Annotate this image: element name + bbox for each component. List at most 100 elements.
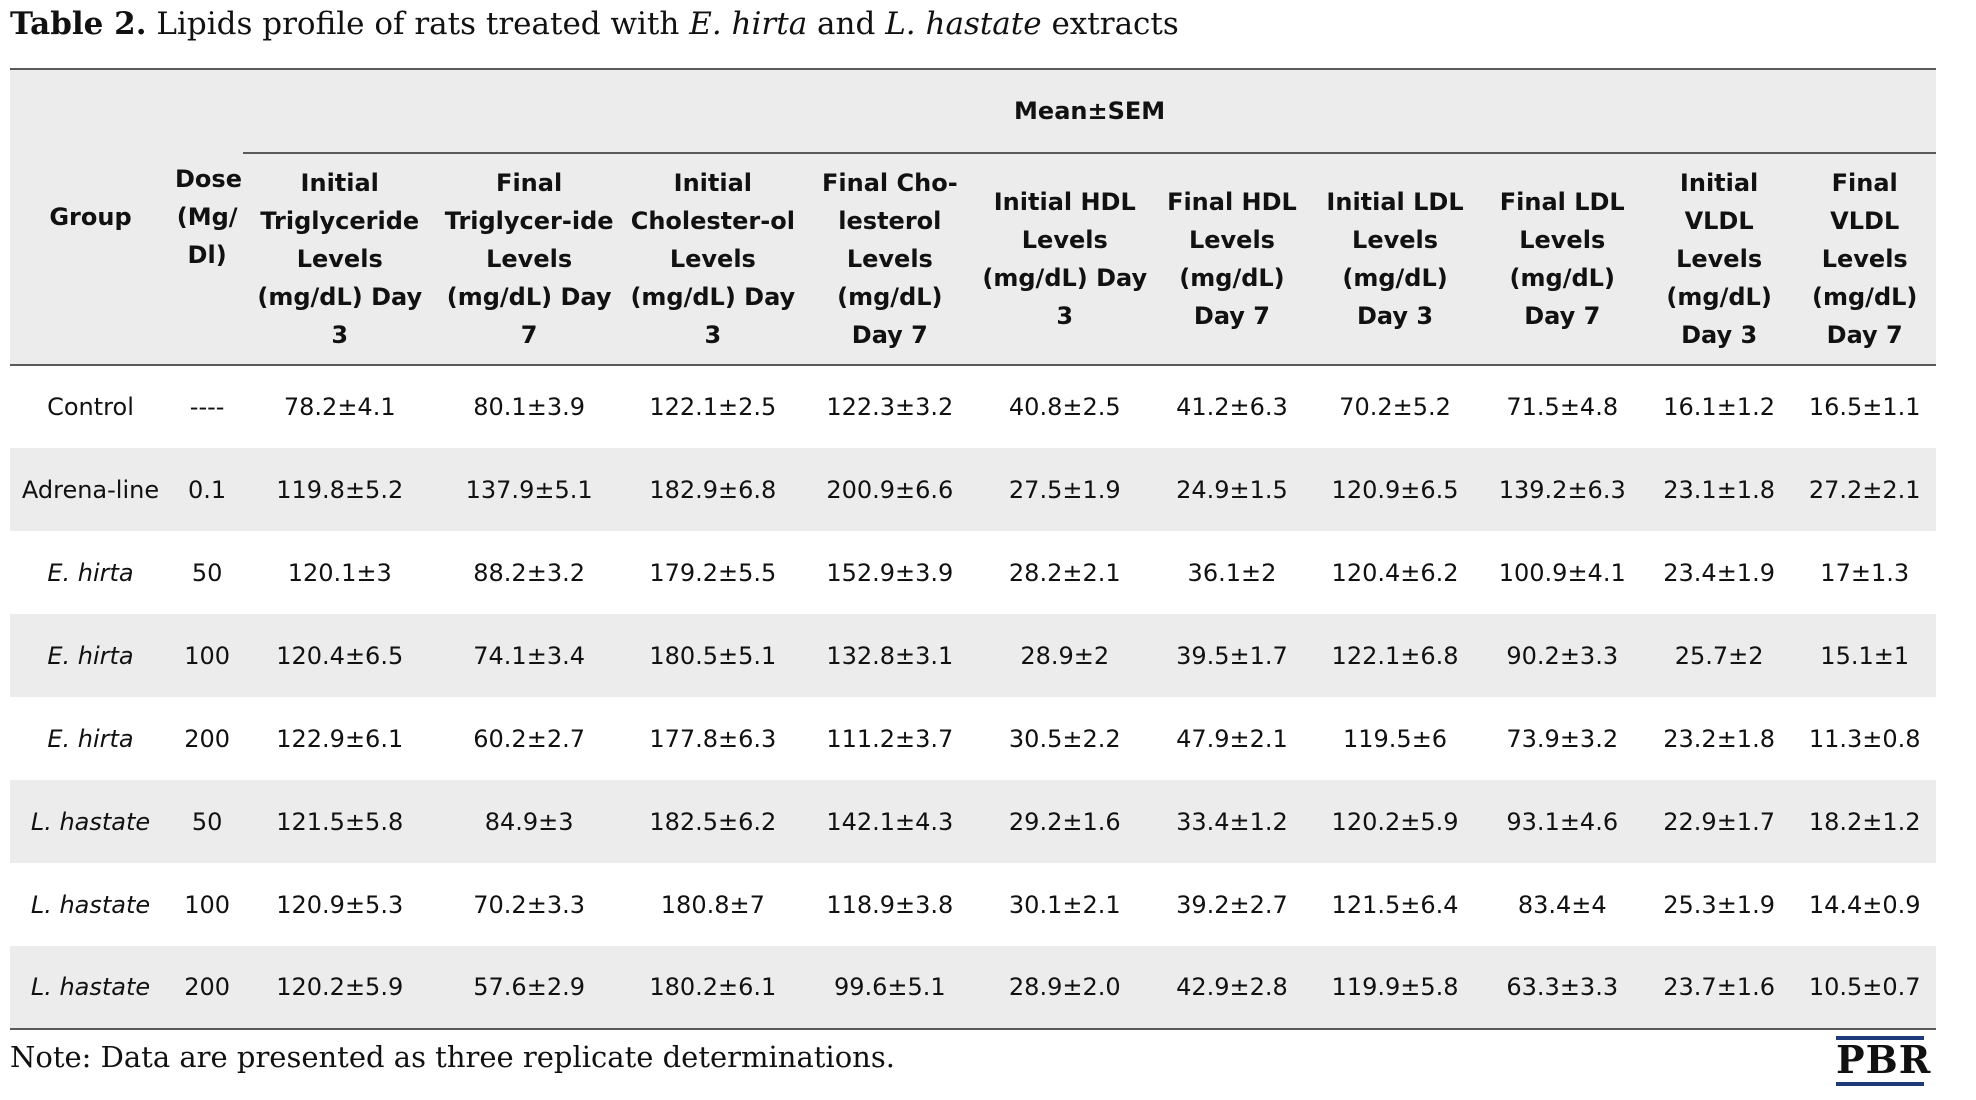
table-row: L. hastate 50 121.5±5.8 84.9±3 182.5±6.2 142.…	[10, 780, 1936, 863]
value-cell: 120.9±6.5	[1310, 448, 1480, 531]
value-cell: 41.2±6.3	[1176, 393, 1288, 421]
group-cell: Control	[47, 393, 134, 421]
value-cell: 27.5±1.9	[976, 448, 1154, 531]
value-cell: 25.3±1.9	[1663, 890, 1775, 919]
value-cell: 39.2±2.7	[1176, 890, 1288, 919]
dose-cell: ----	[189, 393, 225, 421]
value-cell: 33.4±1.2	[1153, 780, 1311, 863]
value-cell: 78.2±4.1	[283, 393, 396, 421]
value-cell: 132.8±3.1	[803, 614, 977, 697]
value-cell: 120.2±5.9	[243, 946, 437, 1029]
value-cell: 180.5±5.1	[622, 614, 804, 697]
value-cell: 100.9±4.1	[1498, 558, 1626, 587]
table-row: E. hirta 200 122.9±6.1 60.2±2.7 177.8±6.3 111…	[10, 697, 1936, 780]
caption-text-1: Lipids profile of rats treated with	[146, 6, 690, 42]
value-cell: 24.9±1.5	[1153, 448, 1311, 531]
value-cell: 71.5±4.8	[1506, 393, 1619, 421]
header-dose: Dose (Mg/ Dl)	[171, 69, 244, 365]
pbr-logo: PBR	[1836, 1036, 1930, 1086]
value-cell: 80.1±3.9	[473, 393, 585, 421]
value-cell: 121.5±5.8	[243, 780, 437, 863]
value-cell: 142.1±4.3	[803, 780, 977, 863]
value-cell: 179.2±5.5	[649, 558, 777, 587]
dose-cell: 50	[171, 780, 244, 863]
value-cell: 119.8±5.2	[243, 448, 437, 531]
value-cell: 88.2±3.2	[473, 558, 585, 587]
value-cell: 120.1±3	[287, 558, 392, 587]
value-cell: 99.6±5.1	[803, 946, 977, 1029]
value-cell: 118.9±3.8	[826, 890, 954, 919]
value-cell: 122.9±6.1	[276, 724, 404, 753]
value-cell: 84.9±3	[436, 780, 623, 863]
table-container: Group Dose (Mg/ Dl) Mean±SEM Initial Tri…	[10, 68, 1936, 1030]
column-header: Initial LDL Levels (mg/dL) Day 3	[1310, 153, 1480, 365]
value-cell: 120.4±6.2	[1331, 558, 1459, 587]
caption-species-1: E. hirta	[689, 6, 808, 42]
group-cell: E. hirta	[47, 724, 134, 753]
header-row-top: Group Dose (Mg/ Dl) Mean±SEM	[10, 69, 1936, 365]
table-note: Note: Data are presented as three replic…	[10, 1040, 895, 1074]
header-group: Group	[10, 69, 171, 365]
column-header: Initial HDL Levels (mg/dL) Day 3	[976, 153, 1154, 365]
value-cell: 23.1±1.8	[1644, 448, 1794, 531]
value-cell: 10.5±0.7	[1793, 946, 1936, 1029]
value-cell: 180.2±6.1	[622, 946, 804, 1029]
value-cell: 11.3±0.8	[1808, 724, 1921, 753]
value-cell: 120.9±5.3	[276, 890, 404, 919]
value-cell: 70.2±3.3	[473, 890, 585, 919]
value-cell: 120.4±6.5	[243, 614, 437, 697]
column-header: Final VLDL Levels (mg/dL) Day 7	[1793, 153, 1936, 365]
group-cell: Adrena-line	[10, 448, 171, 531]
table-body: Control ---- 78.2±4.1 80.1±3.9 122.1±2.5 122.…	[10, 365, 1936, 1029]
value-cell: 111.2±3.7	[826, 724, 954, 753]
column-header: Final HDL Levels (mg/dL) Day 7	[1153, 153, 1311, 365]
value-cell: 23.7±1.6	[1644, 946, 1794, 1029]
value-cell: 28.9±2.0	[976, 946, 1154, 1029]
value-cell: 200.9±6.6	[803, 448, 977, 531]
value-cell: 119.9±5.8	[1310, 946, 1480, 1029]
value-cell: 28.9±2	[976, 614, 1154, 697]
value-cell: 36.1±2	[1187, 558, 1277, 587]
group-cell: L. hastate	[10, 780, 171, 863]
value-cell: 182.5±6.2	[622, 780, 804, 863]
caption-species-2: L. hastate	[885, 6, 1042, 42]
dose-cell: 200	[184, 724, 231, 753]
group-cell: E. hirta	[47, 558, 134, 587]
value-cell: 15.1±1	[1793, 614, 1936, 697]
column-header: Final LDL Levels (mg/dL) Day 7	[1479, 153, 1645, 365]
caption-label: Table 2.	[10, 6, 147, 42]
value-cell: 29.2±1.6	[976, 780, 1154, 863]
column-header: Final Cho-lesterol Levels (mg/dL) Day 7	[803, 153, 977, 365]
value-cell: 122.1±6.8	[1310, 614, 1480, 697]
value-cell: 139.2±6.3	[1479, 448, 1645, 531]
table-row: Adrena-line 0.1 119.8±5.2 137.9±5.1 182.9±6.…	[10, 448, 1936, 531]
value-cell: 42.9±2.8	[1153, 946, 1311, 1029]
value-cell: 90.2±3.3	[1479, 614, 1645, 697]
value-cell: 25.7±2	[1644, 614, 1794, 697]
value-cell: 83.4±4	[1517, 890, 1607, 919]
value-cell: 137.9±5.1	[436, 448, 623, 531]
value-cell: 182.9±6.8	[622, 448, 804, 531]
column-header: Initial Triglyceride Levels (mg/dL) Day …	[243, 153, 437, 365]
value-cell: 93.1±4.6	[1479, 780, 1645, 863]
dose-cell: 100	[184, 890, 231, 919]
column-header: Initial VLDL Levels (mg/dL) Day 3	[1644, 153, 1794, 365]
dose-cell: 0.1	[171, 448, 244, 531]
caption-text-2: and	[807, 6, 886, 42]
value-cell: 74.1±3.4	[436, 614, 623, 697]
group-cell: L. hastate	[10, 946, 171, 1029]
value-cell: 27.2±2.1	[1793, 448, 1936, 531]
dose-cell: 100	[171, 614, 244, 697]
value-cell: 70.2±5.2	[1339, 393, 1451, 421]
column-header: Final Triglycer-ide Levels (mg/dL) Day 7	[436, 153, 623, 365]
value-cell: 14.4±0.9	[1808, 890, 1921, 919]
value-cell: 47.9±2.1	[1176, 724, 1288, 753]
value-cell: 40.8±2.5	[1008, 393, 1121, 421]
value-cell: 121.5±6.4	[1331, 890, 1459, 919]
value-cell: 23.4±1.9	[1663, 558, 1775, 587]
group-cell: E. hirta	[10, 614, 171, 697]
value-cell: 57.6±2.9	[436, 946, 623, 1029]
value-cell: 22.9±1.7	[1644, 780, 1794, 863]
caption-text-3: extracts	[1041, 6, 1179, 42]
